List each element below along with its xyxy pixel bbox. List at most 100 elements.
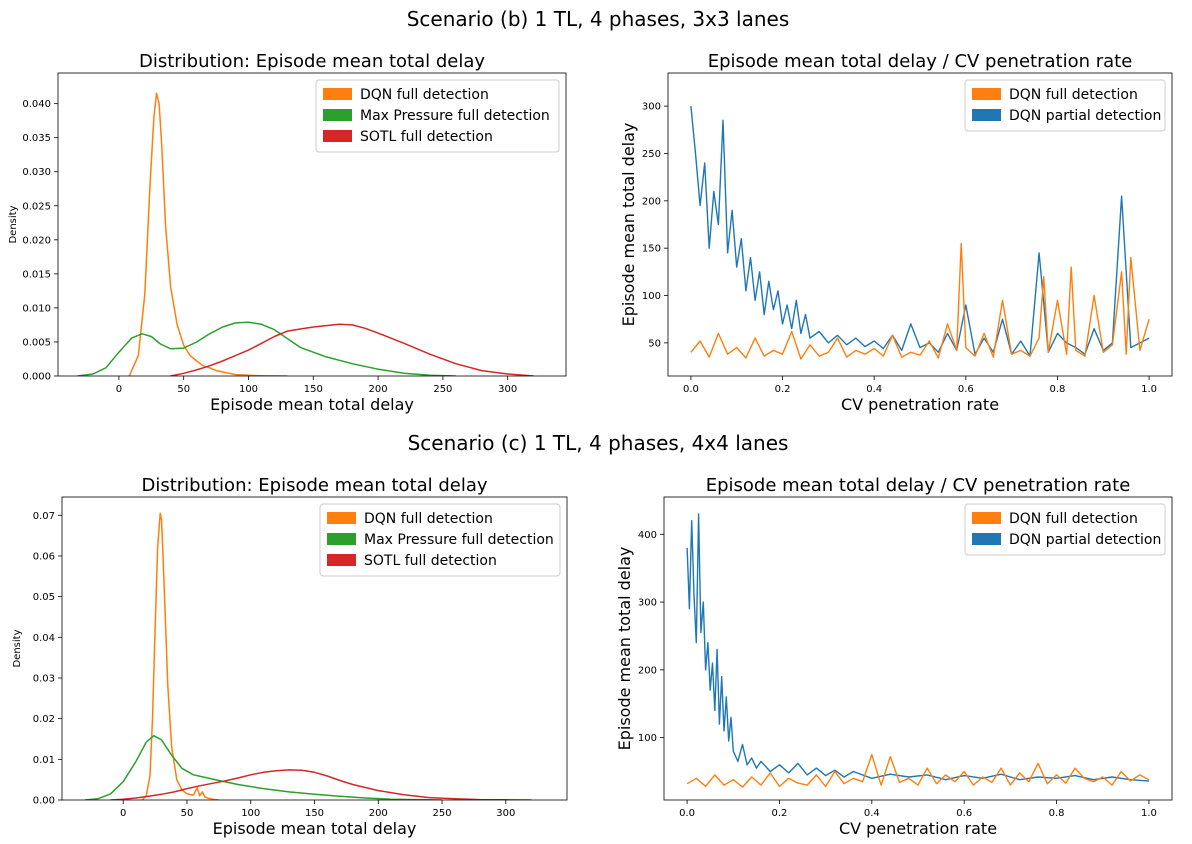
series-line-dqn-full-detection xyxy=(141,512,219,800)
series-line-dqn-full-detection xyxy=(686,753,1150,788)
legend-swatch xyxy=(323,88,352,100)
y-tick-label: 0.015 xyxy=(22,269,51,280)
axes-frame xyxy=(667,72,1173,377)
x-tick-label: 0.0 xyxy=(683,384,699,395)
legend-label: DQN full detection xyxy=(1009,511,1138,527)
x-tick-label: 0.4 xyxy=(866,384,882,395)
chart-c-delay-vs-penetration: Episode mean total delay / CV penetratio… xyxy=(615,475,1173,838)
chart-title: Episode mean total delay / CV penetratio… xyxy=(708,51,1133,72)
y-tick-label: 0.040 xyxy=(22,99,51,110)
y-tick-label: 300 xyxy=(642,102,661,113)
y-tick-label: 400 xyxy=(638,530,657,541)
x-tick-label: 0.8 xyxy=(1050,384,1066,395)
chart-title: Episode mean total delay / CV penetratio… xyxy=(706,475,1131,496)
series-line-max-pressure-full-detection xyxy=(84,734,443,800)
y-tick-label: 0.01 xyxy=(33,755,55,766)
x-tick-label: 50 xyxy=(177,384,190,395)
x-tick-label: 0.6 xyxy=(956,808,972,819)
chart-title: Distribution: Episode mean total delay xyxy=(141,475,487,496)
suptitle-b: Scenario (b) 1 TL, 4 phases, 3x3 lanes xyxy=(407,7,790,31)
y-tick-label: 150 xyxy=(642,244,661,255)
legend-label: DQN full detection xyxy=(1009,87,1138,103)
legend-swatch xyxy=(972,109,1001,121)
y-tick-label: 0.06 xyxy=(33,551,55,562)
x-tick-label: 0.8 xyxy=(1049,808,1065,819)
plot-area xyxy=(690,106,1150,360)
y-tick-label: 0.005 xyxy=(22,337,51,348)
x-tick-label: 0.2 xyxy=(775,384,791,395)
y-tick-label: 50 xyxy=(648,338,661,349)
x-tick-label: 0.6 xyxy=(958,384,974,395)
y-tick-label: 100 xyxy=(638,733,657,744)
x-axis-label: Episode mean total delay xyxy=(213,819,417,838)
x-tick-label: 250 xyxy=(432,808,451,819)
x-tick-label: 250 xyxy=(433,384,452,395)
y-tick-label: 0.030 xyxy=(22,167,51,178)
y-tick-label: 0.035 xyxy=(22,133,51,144)
y-tick-label: 0.010 xyxy=(22,303,51,314)
legend-swatch xyxy=(323,130,352,142)
y-tick-label: 0.03 xyxy=(33,673,55,684)
legend-label: DQN partial detection xyxy=(1009,532,1161,548)
plot-area xyxy=(686,513,1150,788)
x-tick-label: 100 xyxy=(239,384,258,395)
legend-label: Max Pressure full detection xyxy=(360,108,550,124)
y-tick-label: 250 xyxy=(642,149,661,160)
chart-b-delay-vs-penetration: Episode mean total delay / CV penetratio… xyxy=(619,51,1173,414)
legend-label: DQN full detection xyxy=(364,511,493,527)
y-tick-label: 0.020 xyxy=(22,235,51,246)
y-tick-label: 0.00 xyxy=(33,796,55,807)
legend-box xyxy=(315,79,560,153)
x-tick-label: 1.0 xyxy=(1141,808,1157,819)
y-axis-label: Density xyxy=(8,205,19,243)
y-tick-label: 0.000 xyxy=(22,372,51,383)
legend-swatch xyxy=(972,533,1001,545)
legend-box xyxy=(319,503,561,577)
legend-box xyxy=(964,79,1166,132)
x-tick-label: 50 xyxy=(181,808,194,819)
x-tick-label: 0.0 xyxy=(679,808,695,819)
x-tick-label: 0.4 xyxy=(864,808,880,819)
y-tick-label: 300 xyxy=(638,598,657,609)
series-line-dqn-partial-detection xyxy=(686,513,1149,782)
series-line-dqn-full-detection xyxy=(128,92,288,376)
axes-frame xyxy=(61,496,568,801)
y-tick-label: 0.02 xyxy=(33,714,55,725)
legend-label: SOTL full detection xyxy=(364,553,497,569)
legend-label: DQN full detection xyxy=(360,87,489,103)
legend-box xyxy=(964,503,1166,556)
series-line-dqn-partial-detection xyxy=(690,106,1150,357)
legend-label: DQN partial detection xyxy=(1009,108,1161,124)
suptitle-c: Scenario (c) 1 TL, 4 phases, 4x4 lanes xyxy=(408,431,789,455)
y-tick-label: 100 xyxy=(642,291,661,302)
chart-title: Distribution: Episode mean total delay xyxy=(139,51,485,72)
x-tick-label: 0 xyxy=(120,808,126,819)
x-tick-label: 1.0 xyxy=(1141,384,1157,395)
x-tick-label: 150 xyxy=(305,808,324,819)
chart-c-distribution: Distribution: Episode mean total delay 0 5… xyxy=(12,475,568,838)
legend-swatch xyxy=(327,554,356,566)
x-tick-label: 0.2 xyxy=(772,808,788,819)
y-tick-label: 0.04 xyxy=(33,633,55,644)
legend-label: Max Pressure full detection xyxy=(364,532,554,548)
y-tick-label: 200 xyxy=(638,665,657,676)
x-tick-label: 100 xyxy=(241,808,260,819)
x-tick-label: 150 xyxy=(304,384,323,395)
chart-b-distribution: Distribution: Episode mean total delay 0 5… xyxy=(8,51,567,414)
series-line-dqn-full-detection xyxy=(690,242,1150,360)
series-line-sotl-full-detection xyxy=(110,769,532,800)
x-axis-label: CV penetration rate xyxy=(839,819,997,838)
legend-label: SOTL full detection xyxy=(360,129,493,145)
legend-swatch xyxy=(972,512,1001,524)
x-tick-label: 200 xyxy=(369,808,388,819)
y-axis-label: Episode mean total delay xyxy=(615,547,634,751)
legend-swatch xyxy=(327,512,356,524)
legend-swatch xyxy=(327,533,356,545)
plot-area xyxy=(77,92,534,376)
y-axis-label: Episode mean total delay xyxy=(619,123,638,327)
y-tick-label: 200 xyxy=(642,196,661,207)
plot-area xyxy=(84,512,532,800)
x-tick-label: 200 xyxy=(369,384,388,395)
y-tick-label: 0.05 xyxy=(33,592,55,603)
